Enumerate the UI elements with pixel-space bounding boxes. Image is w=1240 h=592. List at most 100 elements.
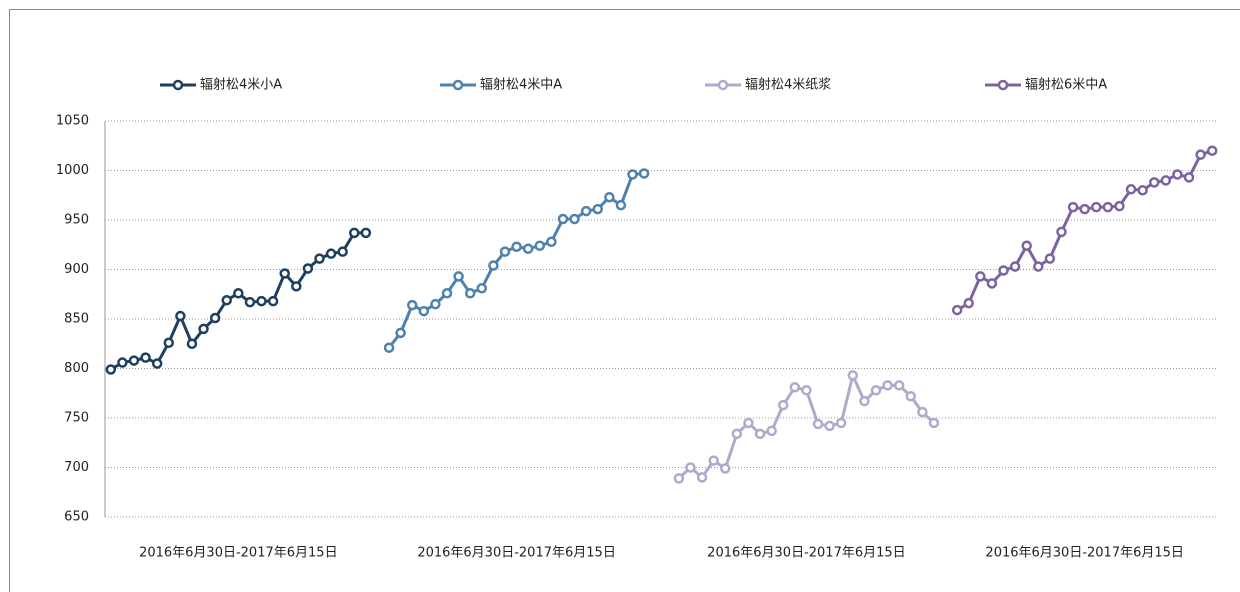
data-point — [395, 327, 406, 339]
y-tick-label: 800 — [64, 361, 89, 376]
data-point — [349, 227, 360, 239]
data-point — [418, 305, 430, 317]
data-point — [1056, 226, 1067, 238]
data-point — [1172, 169, 1183, 180]
data-point — [302, 263, 314, 274]
data-point — [708, 455, 719, 466]
data-point — [128, 355, 140, 366]
data-point — [499, 246, 511, 257]
data-point — [1033, 261, 1044, 272]
data-point — [859, 395, 870, 407]
data-point — [1160, 175, 1172, 186]
legend-label: 辐射松4米纸浆 — [745, 77, 831, 93]
data-point — [720, 463, 731, 474]
x-tick-label: 2016年6月30日-2017年6月15日 — [139, 546, 338, 561]
data-point — [360, 227, 372, 239]
data-point — [998, 265, 1009, 276]
y-tick-label: 850 — [64, 312, 89, 327]
data-point — [1021, 240, 1032, 251]
data-point — [314, 253, 325, 264]
x-tick-label: 2016年6月30日-2017年6月15日 — [985, 546, 1184, 561]
data-point — [951, 304, 963, 316]
y-tick-label: 950 — [64, 213, 89, 228]
data-point — [638, 168, 650, 179]
data-point — [337, 246, 348, 257]
data-point — [175, 310, 186, 322]
data-point — [325, 248, 337, 259]
data-point — [233, 288, 244, 299]
data-point — [186, 338, 198, 349]
data-point — [975, 271, 986, 282]
y-tick-label: 650 — [64, 510, 89, 525]
legend-marker — [997, 79, 1009, 91]
data-point — [534, 240, 546, 251]
data-point — [882, 380, 893, 391]
data-point — [1067, 201, 1079, 213]
data-point — [1183, 172, 1195, 183]
data-point — [105, 364, 117, 375]
data-point — [140, 352, 151, 363]
data-point — [870, 385, 882, 396]
data-point — [963, 297, 974, 309]
x-tick-label: 2016年6月30日-2017年6月15日 — [707, 546, 906, 561]
data-point — [917, 406, 928, 418]
legend-label: 辐射松6米中A — [1025, 77, 1107, 93]
legend-marker — [452, 79, 464, 91]
data-point — [824, 420, 835, 432]
data-point — [569, 213, 580, 225]
data-point — [986, 278, 998, 289]
data-point — [928, 417, 940, 429]
data-point — [117, 357, 128, 368]
data-point — [256, 295, 267, 307]
data-point — [685, 462, 696, 473]
data-point — [812, 418, 824, 430]
y-tick-label: 750 — [64, 411, 89, 426]
data-point — [835, 417, 847, 429]
legend-label: 辐射松4米小A — [200, 77, 282, 93]
data-point — [1091, 201, 1102, 213]
data-point — [1102, 201, 1114, 213]
data-point — [743, 417, 754, 429]
data-point — [1137, 185, 1148, 196]
frame — [9, 9, 1240, 592]
data-point — [488, 260, 499, 271]
y-tick-label: 1000 — [56, 163, 89, 178]
data-point — [1044, 253, 1056, 264]
y-tick-label: 700 — [64, 460, 89, 475]
data-point — [777, 399, 789, 411]
data-point — [291, 281, 302, 292]
data-point — [696, 472, 708, 483]
data-point — [453, 271, 464, 282]
data-point — [476, 283, 488, 294]
data-point — [209, 312, 221, 324]
data-point — [1114, 200, 1125, 212]
data-point — [430, 298, 441, 310]
data-point — [1079, 203, 1090, 215]
data-point — [1206, 145, 1218, 156]
data-point — [1125, 184, 1137, 195]
data-point — [1009, 261, 1021, 272]
data-point — [163, 337, 175, 349]
legend-label: 辐射松4米中A — [480, 77, 562, 93]
data-point — [406, 299, 418, 311]
data-point — [279, 268, 290, 279]
data-point — [604, 191, 615, 203]
data-point — [221, 294, 232, 306]
data-point — [789, 382, 801, 393]
data-point — [198, 323, 209, 335]
data-point — [893, 380, 905, 391]
data-point — [847, 370, 859, 381]
data-point — [905, 390, 917, 402]
data-point — [673, 473, 685, 484]
data-point — [151, 358, 163, 369]
y-tick-label: 900 — [64, 262, 89, 277]
data-point — [244, 296, 256, 308]
data-point — [557, 213, 569, 225]
y-tick-label: 1050 — [56, 114, 89, 129]
data-point — [267, 295, 279, 307]
data-point — [511, 241, 522, 252]
data-point — [754, 428, 766, 440]
data-point — [546, 236, 557, 248]
